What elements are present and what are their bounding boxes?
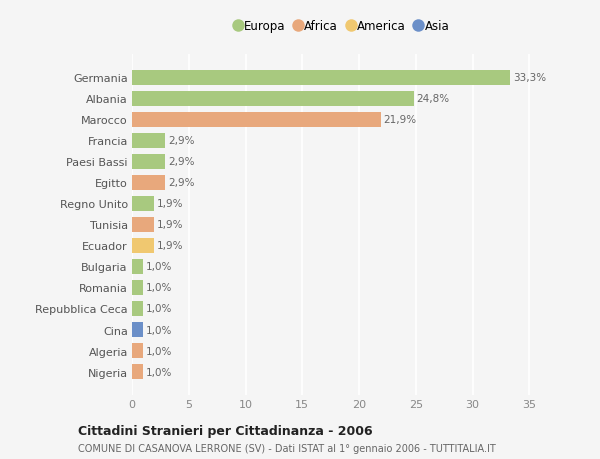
Bar <box>132 154 165 169</box>
Text: 1,0%: 1,0% <box>146 367 173 377</box>
Bar <box>132 91 413 106</box>
Bar <box>132 301 143 316</box>
Text: COMUNE DI CASANOVA LERRONE (SV) - Dati ISTAT al 1° gennaio 2006 - TUTTITALIA.IT: COMUNE DI CASANOVA LERRONE (SV) - Dati I… <box>78 443 496 453</box>
Text: 24,8%: 24,8% <box>416 94 449 104</box>
Bar <box>132 280 143 296</box>
Text: 2,9%: 2,9% <box>168 178 194 188</box>
Text: 1,9%: 1,9% <box>157 199 183 209</box>
Text: 1,9%: 1,9% <box>157 220 183 230</box>
Bar <box>132 175 165 190</box>
Bar <box>132 218 154 232</box>
Bar <box>132 364 143 379</box>
Legend: Europa, Africa, America, Asia: Europa, Africa, America, Asia <box>235 20 449 33</box>
Bar <box>132 322 143 337</box>
Bar <box>132 134 165 149</box>
Text: 1,0%: 1,0% <box>146 304 173 314</box>
Text: 33,3%: 33,3% <box>513 73 546 83</box>
Bar <box>132 196 154 212</box>
Text: 1,9%: 1,9% <box>157 241 183 251</box>
Bar <box>132 259 143 274</box>
Text: 1,0%: 1,0% <box>146 346 173 356</box>
Text: 1,0%: 1,0% <box>146 262 173 272</box>
Bar <box>132 112 380 128</box>
Bar <box>132 71 510 86</box>
Text: Cittadini Stranieri per Cittadinanza - 2006: Cittadini Stranieri per Cittadinanza - 2… <box>78 424 373 437</box>
Text: 1,0%: 1,0% <box>146 283 173 293</box>
Bar <box>132 238 154 253</box>
Text: 2,9%: 2,9% <box>168 136 194 146</box>
Text: 21,9%: 21,9% <box>383 115 416 125</box>
Text: 2,9%: 2,9% <box>168 157 194 167</box>
Text: 1,0%: 1,0% <box>146 325 173 335</box>
Bar <box>132 343 143 358</box>
